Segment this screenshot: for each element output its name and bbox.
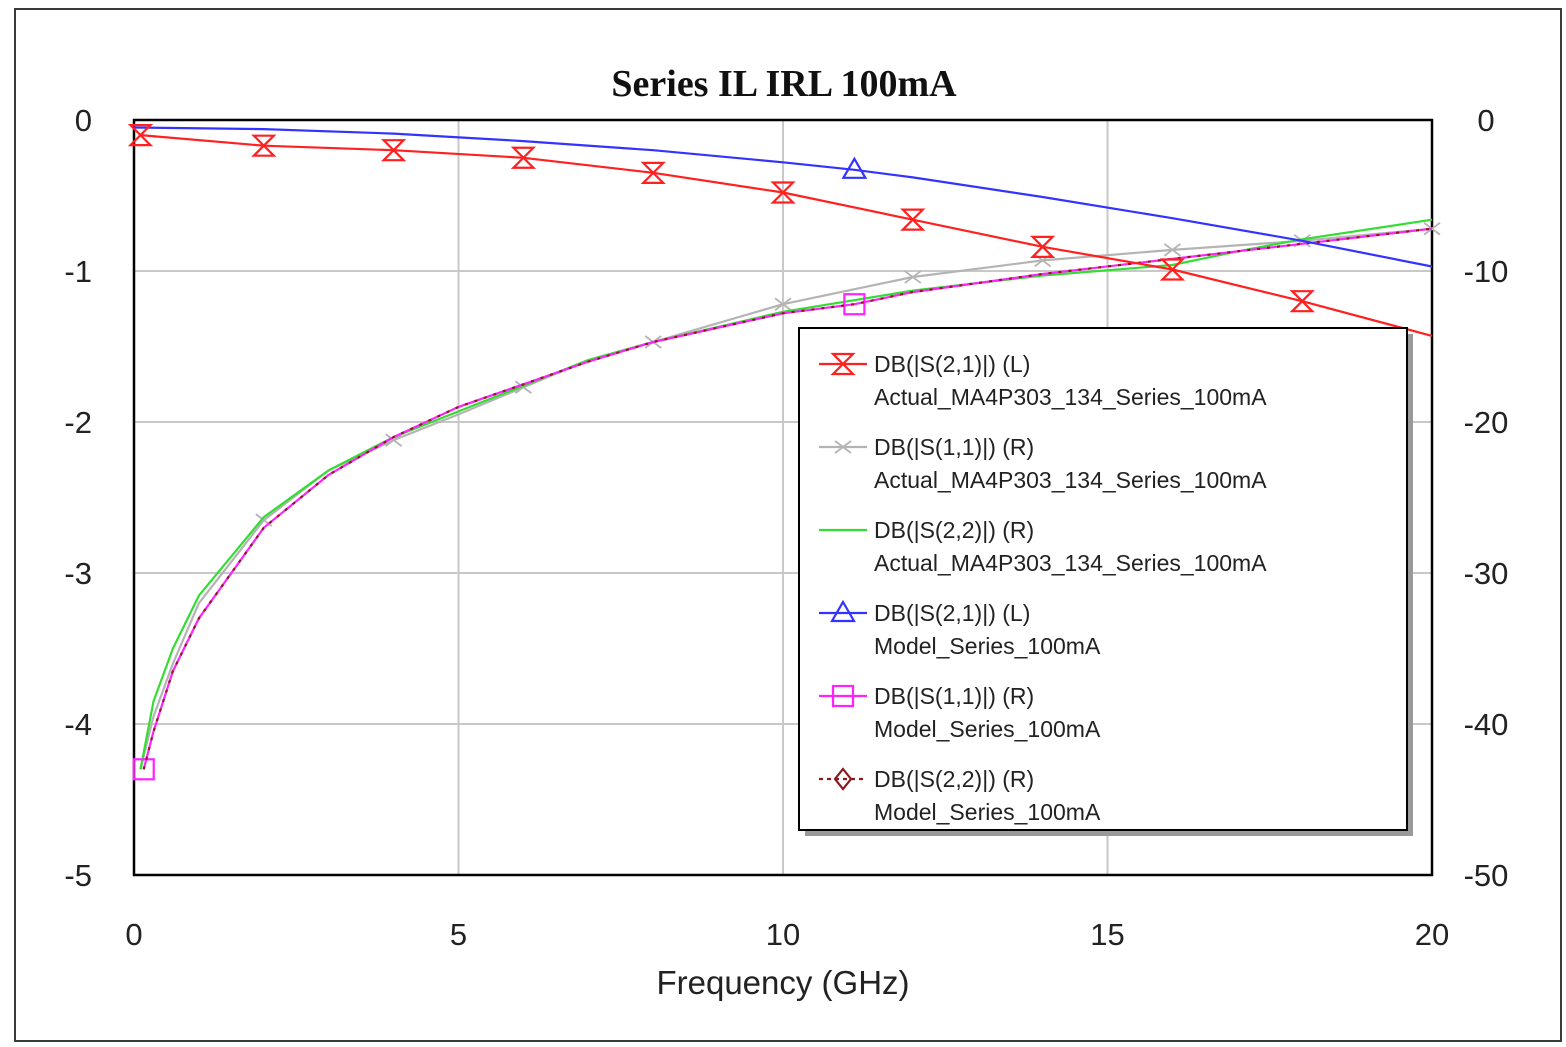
chart-frame: Series IL IRL 100mA 0 5 10 15 20 0 -1 -2 -3 -4 -5 0…: [14, 8, 1562, 1042]
legend-label-2: DB(|S(2,2)|) (R): [874, 517, 1034, 543]
series-5: [142, 227, 1433, 770]
series-0-marker-2: [380, 139, 407, 162]
legend-item-1: DB(|S(1,1)|) (R) Actual_MA4P303_134_Serie…: [819, 434, 1267, 493]
series-3-marker-0: [841, 156, 868, 179]
legend-marker-3: [830, 599, 856, 623]
series-1-marker-7: [1163, 243, 1181, 257]
x-tick-label-3: 15: [1090, 917, 1124, 952]
x-tick-label-0: 0: [125, 917, 142, 952]
series-3-line: [133, 126, 1433, 268]
series-0-marker-5: [770, 181, 796, 204]
grid-lines: [134, 120, 1432, 875]
series-1-marker-5: [904, 270, 922, 284]
series-0-marker-3: [510, 146, 537, 169]
legend-item-0: DB(|S(2,1)|) (L) Actual_MA4P303_134_Serie…: [819, 351, 1267, 410]
legend-sublabel-4: Model_Series_100mA: [874, 716, 1101, 742]
series-0: [127, 124, 1433, 337]
legend-sublabel-0: Actual_MA4P303_134_Series_100mA: [874, 384, 1267, 410]
series-5-line: [142, 227, 1433, 770]
plot-area-border: [132, 118, 1434, 877]
x-tick-label-1: 5: [450, 917, 467, 952]
legend-marker-4: [831, 684, 855, 708]
legend-label-0: DB(|S(2,1)|) (L): [874, 351, 1030, 377]
y-left-tick-label-5: -5: [64, 858, 92, 893]
legend-sublabel-2: Actual_MA4P303_134_Series_100mA: [874, 550, 1267, 576]
chart-title: Series IL IRL 100mA: [611, 63, 957, 105]
series-0-marker-8: [1159, 258, 1186, 281]
legend-label-5: DB(|S(2,2)|) (R): [874, 766, 1034, 792]
x-tick-label-2: 10: [766, 917, 800, 952]
legend-item-4: DB(|S(1,1)|) (R) Model_Series_100mA: [819, 683, 1101, 742]
series-0-marker-6: [900, 208, 926, 231]
y-left-tick-label-1: -1: [64, 254, 92, 289]
y-right-tick-label-0: 0: [1477, 103, 1494, 138]
legend-label-4: DB(|S(1,1)|) (R): [874, 683, 1034, 709]
series-1-marker-4: [774, 297, 792, 311]
legend-marker-5: [833, 767, 853, 791]
legend-sublabel-1: Actual_MA4P303_134_Series_100mA: [874, 467, 1267, 493]
series-4-marker-0: [132, 758, 155, 781]
legend-sublabel-3: Model_Series_100mA: [874, 633, 1101, 659]
series-4-marker-1: [843, 293, 866, 316]
y-left-tick-label-4: -4: [64, 707, 92, 742]
legend-label-3: DB(|S(2,1)|) (L): [874, 600, 1030, 626]
y-right-tick-label-3: -30: [1464, 556, 1509, 591]
legend-item-3: DB(|S(2,1)|) (L) Model_Series_100mA: [819, 599, 1101, 659]
chart-svg: Series IL IRL 100mA 0 5 10 15 200-1-2-3-4-50…: [64, 63, 1508, 1001]
y-left-tick-label-2: -2: [64, 405, 92, 440]
series-0-marker-7: [1029, 235, 1056, 258]
legend-marker-1: [834, 440, 852, 454]
series-0-marker-1: [251, 134, 277, 157]
y-right-tick-label-1: -10: [1464, 254, 1509, 289]
legend: DB(|S(2,1)|) (L) Actual_MA4P303_134_Serie…: [798, 327, 1413, 836]
legend-item-2: DB(|S(2,2)|) (R) Actual_MA4P303_134_Serie…: [819, 517, 1267, 576]
series-3: [133, 126, 1433, 268]
legend-marker-0: [830, 352, 856, 376]
series-0-marker-0: [127, 124, 154, 147]
y-left-tick-label-3: -3: [64, 556, 92, 591]
y-left-tick-label-0: 0: [75, 103, 92, 138]
legend-sublabel-5: Model_Series_100mA: [874, 799, 1101, 825]
y-right-tick-label-5: -50: [1464, 858, 1509, 893]
y-right-tick-label-2: -20: [1464, 405, 1509, 440]
x-tick-label-4: 20: [1415, 917, 1449, 952]
series-lines: [127, 124, 1441, 781]
x-axis-label: Frequency (GHz): [656, 964, 909, 1001]
tick-labels: 0 5 10 15 200-1-2-3-4-50-10-20-30-40-50: [64, 103, 1508, 952]
series-0-marker-9: [1289, 290, 1315, 313]
series-0-marker-4: [640, 161, 666, 184]
legend-box: [798, 327, 1408, 831]
legend-item-5: DB(|S(2,2)|) (R) Model_Series_100mA: [819, 766, 1101, 825]
y-right-tick-label-4: -40: [1464, 707, 1509, 742]
legend-label-1: DB(|S(1,1)|) (R): [874, 434, 1034, 460]
